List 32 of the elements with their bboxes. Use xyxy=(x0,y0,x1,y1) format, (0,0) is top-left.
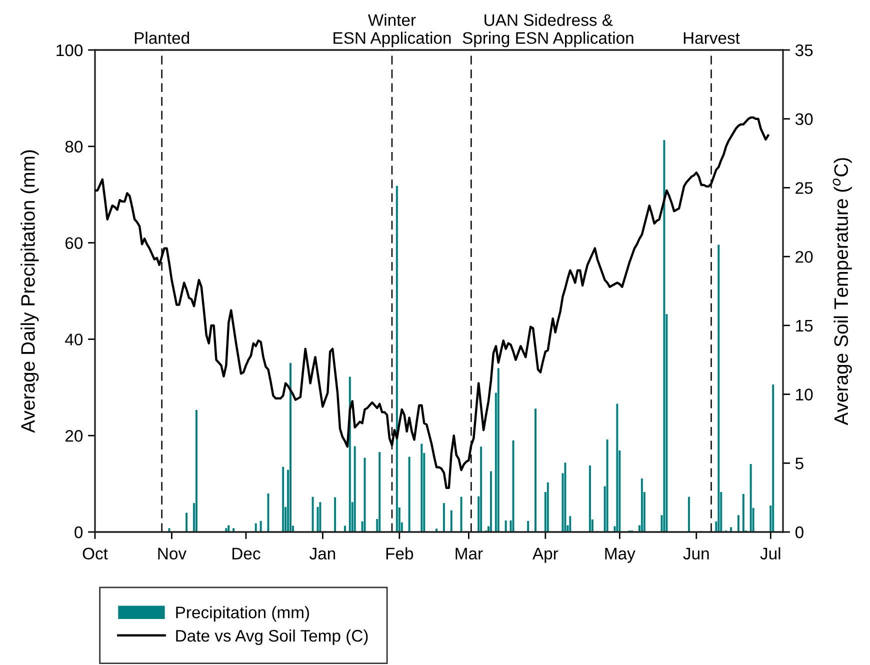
x-tick-label: Dec xyxy=(232,548,260,560)
x-tick-label: Feb xyxy=(386,547,414,560)
y2-tick-label: 25 xyxy=(796,182,813,194)
y-tick-label: 0 xyxy=(74,526,83,538)
y-tick-label: 100 xyxy=(56,44,83,56)
y-axis-title: Average Daily Precipitation (mm) xyxy=(20,150,39,433)
x-tick-label: Oct xyxy=(82,548,108,560)
x-tick-label: Apr xyxy=(532,548,558,563)
x-tick-label: Nov xyxy=(158,548,186,560)
y2-tick-label: 0 xyxy=(795,526,804,538)
text: Planted xyxy=(134,32,190,44)
y2-tick-label: 5 xyxy=(795,458,804,470)
x-tick-label: May xyxy=(605,548,636,563)
legend-label: Date vs Avg Soil Temp (C) xyxy=(176,629,368,646)
y-tick-label: 80 xyxy=(65,140,83,153)
text: UAN Sidedress & Spring ESN Application xyxy=(462,14,634,48)
y2-tick-label: 35 xyxy=(795,44,813,56)
x-tick-label: Jul xyxy=(760,547,780,560)
y-tick-label: 40 xyxy=(65,334,83,346)
y2-axis-title: Average Soil Temperature ($^{o}$C) xyxy=(832,158,852,426)
y-tick-label: 60 xyxy=(66,237,83,250)
x-tick-label: Jun xyxy=(683,548,709,560)
y2-tick-label: 10 xyxy=(796,388,813,400)
x-tick-label: Jan xyxy=(310,548,336,560)
y2-tick-label: 15 xyxy=(796,320,813,332)
text: Winter ESN Application xyxy=(334,14,451,48)
legend-label: Precipitation (mm) xyxy=(176,606,309,622)
y2-tick-label: 30 xyxy=(795,113,813,126)
y-tick-label: 20 xyxy=(65,430,83,442)
text: Harvest xyxy=(684,32,740,44)
y2-tick-label: 20 xyxy=(796,250,813,263)
x-tick-label: Mar xyxy=(456,548,483,560)
